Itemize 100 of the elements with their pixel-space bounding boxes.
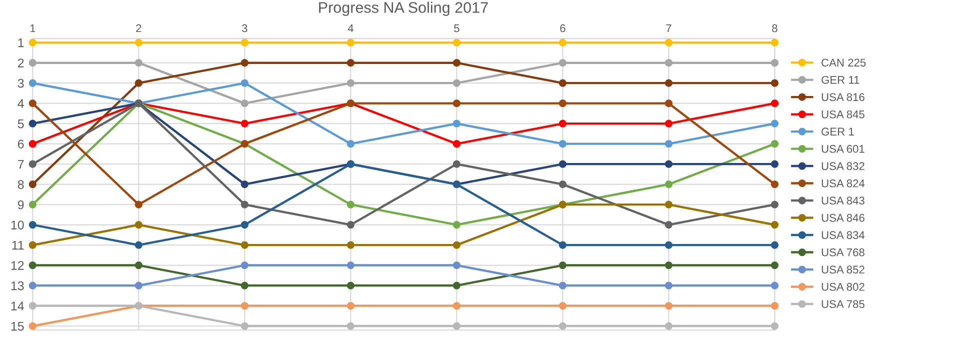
point: [346, 302, 354, 310]
y-tick-label: 5: [18, 120, 24, 128]
point: [770, 100, 779, 108]
legend-label: USA 834: [822, 231, 865, 240]
y-tick-label: 15: [11, 322, 24, 331]
y-tick-label: 8: [18, 180, 24, 189]
point: [240, 100, 248, 108]
point: [664, 220, 673, 229]
point: [240, 180, 248, 188]
point: [134, 282, 142, 290]
point: [28, 322, 36, 330]
point: [134, 261, 142, 270]
point: [452, 79, 461, 87]
point: [452, 140, 461, 148]
point: [664, 302, 673, 310]
point: [664, 160, 673, 168]
point: [28, 282, 36, 290]
point: [28, 120, 36, 128]
y-tick-label: 11: [12, 240, 24, 250]
point: [134, 59, 142, 67]
x-tick-label: 7: [666, 24, 672, 32]
point: [346, 241, 354, 249]
point: [452, 160, 461, 168]
point: [770, 120, 779, 128]
point: [240, 79, 248, 87]
legend-label: USA 846: [822, 214, 864, 222]
point: [134, 200, 142, 208]
point: [240, 322, 248, 330]
point: [664, 180, 673, 188]
y-tick-label: 14: [11, 302, 24, 310]
x-tick-label: 1: [30, 24, 36, 32]
chart-title: Progress NA Soling 2017: [319, 2, 488, 16]
legend-label: USA 824: [822, 179, 865, 188]
legend-label: USA 843: [822, 196, 864, 205]
y-tick-label: 4: [18, 99, 24, 108]
legend-label: USA 785: [822, 300, 864, 308]
y-tick-label: 10: [11, 220, 24, 230]
point: [346, 59, 354, 67]
point: [558, 180, 567, 188]
point: [664, 241, 673, 249]
point: [240, 200, 248, 208]
x-tick-label: 2: [136, 24, 142, 32]
point: [240, 38, 248, 46]
point: [240, 220, 248, 229]
point: [770, 140, 779, 148]
x-tick-label: 6: [560, 24, 566, 32]
point: [558, 261, 567, 270]
point: [28, 241, 36, 249]
point: [770, 282, 779, 290]
point: [452, 100, 461, 108]
point: [558, 59, 567, 67]
point: [28, 261, 36, 270]
point: [558, 241, 567, 249]
legend-label: USA 845: [822, 110, 864, 118]
point: [770, 302, 779, 310]
point: [558, 302, 567, 310]
point: [770, 79, 779, 87]
point: [770, 220, 779, 229]
point: [770, 59, 779, 67]
legend-label: GER 11: [822, 76, 860, 84]
y-tick-label: 6: [18, 140, 24, 148]
legend-label: USA 601: [822, 144, 864, 153]
point: [346, 140, 354, 148]
x-tick-label: 8: [772, 24, 778, 32]
point: [664, 282, 673, 290]
point: [770, 180, 779, 188]
point: [240, 302, 248, 310]
point: [770, 241, 779, 249]
point: [664, 322, 673, 330]
point: [240, 261, 248, 270]
point: [664, 59, 673, 67]
point: [452, 220, 461, 229]
point: [346, 79, 354, 87]
point: [240, 241, 248, 249]
point: [664, 200, 673, 208]
point: [664, 140, 673, 148]
point: [240, 59, 248, 67]
point: [28, 302, 36, 310]
point: [770, 200, 779, 208]
point: [28, 100, 36, 108]
x-tick-label: 3: [242, 24, 248, 32]
point: [240, 120, 248, 128]
point: [452, 59, 461, 67]
y-tick-label: 3: [18, 78, 24, 88]
point: [558, 120, 567, 128]
point: [346, 322, 354, 330]
legend-label: USA 852: [822, 266, 864, 274]
y-tick-label: 13: [11, 281, 24, 290]
x-tick-label: 4: [348, 24, 354, 32]
y-tick-label: 7: [18, 160, 24, 169]
point: [558, 160, 567, 168]
point: [28, 79, 36, 87]
point: [28, 38, 36, 46]
point: [664, 120, 673, 128]
y-tick-label: 12: [11, 261, 24, 270]
point: [28, 220, 36, 229]
point: [770, 38, 779, 46]
point: [664, 38, 673, 46]
legend-label: GER 1: [822, 128, 854, 136]
point: [28, 160, 36, 168]
